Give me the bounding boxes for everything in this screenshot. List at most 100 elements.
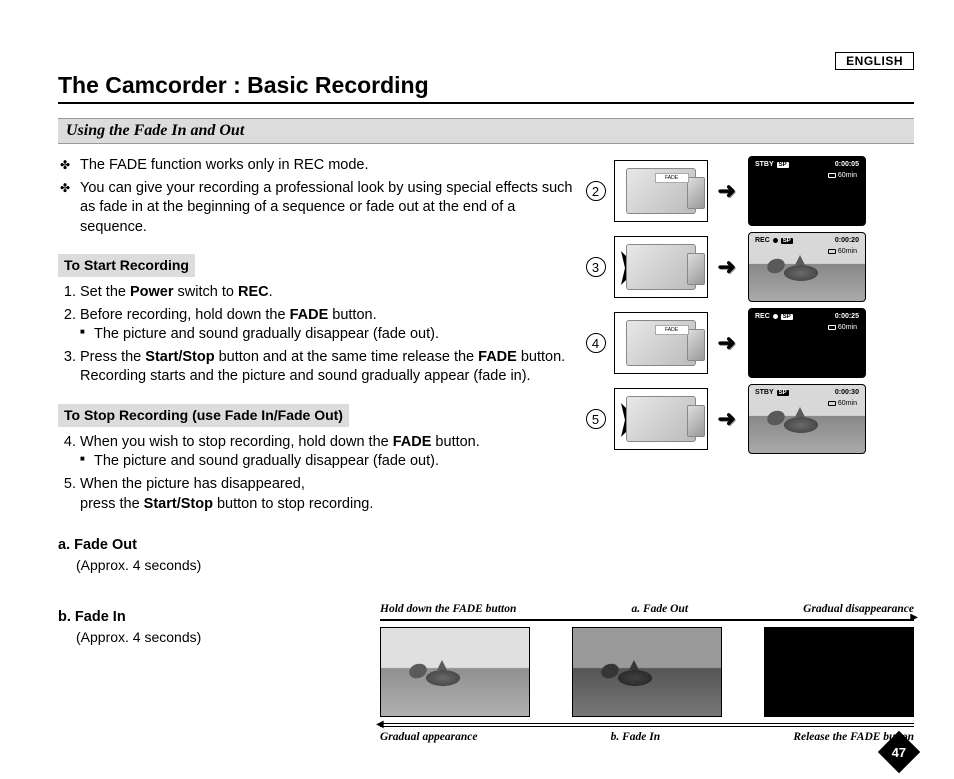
text-column: The FADE function works only in REC mode…	[58, 156, 576, 680]
fade-button-label: FADE	[655, 173, 689, 183]
step-5: When the picture has disappeared, press …	[80, 475, 576, 514]
step-number: 3	[586, 257, 606, 277]
step-3: Press the Start/Stop button and at the s…	[80, 348, 576, 387]
intro-bullet: The FADE function works only in REC mode…	[80, 156, 576, 176]
camcorder-illustration: FADE	[614, 312, 708, 374]
lcd-screen-image: STBY SP 0:00:30 60min	[748, 384, 866, 454]
seq-arrow-line-left	[380, 726, 914, 727]
seq-label: Hold down the FADE button	[380, 603, 516, 615]
page-title: The Camcorder : Basic Recording	[58, 72, 914, 104]
label: a. Fade Out	[58, 537, 137, 553]
label: b. Fade In	[58, 609, 126, 625]
lcd-screen-black: STBY SP 0:00:05 60min	[748, 156, 866, 226]
dolphin-image	[601, 656, 659, 696]
seq-label: a. Fade Out	[631, 603, 688, 615]
arrow-icon: ➜	[718, 178, 736, 204]
seq-top-labels: Hold down the FADE button a. Fade Out Gr…	[380, 603, 914, 615]
text: press the	[80, 496, 144, 512]
step-4: When you wish to stop recording, hold do…	[80, 433, 576, 472]
start-recording-header: To Start Recording	[58, 254, 195, 277]
text-bold: FADE	[290, 307, 329, 323]
tape-icon	[828, 173, 836, 178]
sub-list: The picture and sound gradually disappea…	[80, 452, 576, 472]
text-bold: Start/Stop	[145, 349, 214, 365]
seq-images	[380, 620, 914, 724]
osd-row: REC SP 0:00:20	[755, 237, 859, 244]
text-bold: FADE	[393, 434, 432, 450]
text: Before recording, hold down the	[80, 307, 290, 323]
intro-list: The FADE function works only in REC mode…	[58, 156, 576, 237]
sub-bullet: The picture and sound gradually disappea…	[94, 325, 576, 345]
seq-label: b. Fade In	[611, 731, 661, 743]
label-sub: (Approx. 4 seconds)	[58, 629, 201, 645]
start-steps: Set the Power switch to REC. Before reco…	[58, 283, 576, 387]
text: Press the	[80, 349, 145, 365]
arrow-icon: ➜	[718, 406, 736, 432]
seq-label: Gradual appearance	[380, 731, 477, 743]
text: button.	[431, 434, 479, 450]
stop-recording-header: To Stop Recording (use Fade In/Fade Out)	[58, 404, 349, 427]
osd-sp: SP	[777, 162, 789, 168]
osd-status: STBY	[755, 389, 774, 396]
arrow-icon: ➜	[718, 330, 736, 356]
text: Set the	[80, 284, 130, 300]
fade-sequence-diagram: Hold down the FADE button a. Fade Out Gr…	[380, 603, 914, 743]
osd-row: STBY SP 0:00:05	[755, 161, 859, 168]
tape-icon	[828, 401, 836, 406]
text-bold: Start/Stop	[144, 496, 213, 512]
text: button.	[328, 307, 376, 323]
osd-remain-text: 60min	[838, 172, 857, 179]
tape-icon	[828, 249, 836, 254]
osd-remain: 60min	[828, 172, 857, 179]
step-1: Set the Power switch to REC.	[80, 283, 576, 303]
stop-steps: When you wish to stop recording, hold do…	[58, 433, 576, 514]
seq-image-bright	[380, 627, 530, 717]
osd-sp: SP	[777, 390, 789, 396]
osd-remain-text: 60min	[838, 248, 857, 255]
osd-remain: 60min	[828, 324, 857, 331]
seq-bottom-labels: Gradual appearance b. Fade In Release th…	[380, 731, 914, 743]
sub-bullet: The picture and sound gradually disappea…	[94, 452, 576, 472]
text-bold: Power	[130, 284, 174, 300]
rec-dot-icon	[773, 314, 778, 319]
text: button and at the same time release the	[215, 349, 479, 365]
text: When you wish to stop recording, hold do…	[80, 434, 393, 450]
osd-time: 0:00:20	[835, 237, 859, 244]
seq-arrow-line-right	[380, 619, 914, 620]
arrow-icon: ➜	[718, 254, 736, 280]
text: Recording starts and the picture and sou…	[80, 368, 531, 384]
osd-remain: 60min	[828, 248, 857, 255]
tape-icon	[828, 325, 836, 330]
intro-bullet: You can give your recording a profession…	[80, 179, 576, 238]
step-row-4: 4 FADE ➜ REC SP 0:00:25 60min	[586, 308, 914, 378]
fade-out-label: a. Fade Out (Approx. 4 seconds)	[58, 536, 576, 576]
seq-label: Gradual disappearance	[803, 603, 914, 615]
diagram-column: 2 FADE ➜ STBY SP 0:00:05 60min 3	[576, 156, 914, 680]
osd-remain-text: 60min	[838, 324, 857, 331]
camcorder-illustration	[614, 236, 708, 298]
dolphin-image	[409, 656, 467, 696]
language-badge: ENGLISH	[835, 52, 914, 70]
osd-remain: 60min	[828, 400, 857, 407]
camcorder-illustration: FADE	[614, 160, 708, 222]
osd-status: REC	[755, 313, 770, 320]
step-number: 4	[586, 333, 606, 353]
text: switch to	[174, 284, 238, 300]
osd-time: 0:00:25	[835, 313, 859, 320]
lcd-screen-image: REC SP 0:00:20 60min	[748, 232, 866, 302]
text: button.	[517, 349, 565, 365]
osd-status: STBY	[755, 161, 774, 168]
text: button to stop recording.	[213, 496, 373, 512]
osd-time: 0:00:05	[835, 161, 859, 168]
seq-image-dim	[572, 627, 722, 717]
page-number: 47	[892, 745, 906, 760]
step-number: 2	[586, 181, 606, 201]
osd-status: REC	[755, 237, 770, 244]
rec-dot-icon	[773, 238, 778, 243]
manual-page: ENGLISH The Camcorder : Basic Recording …	[0, 0, 954, 779]
text: .	[269, 284, 273, 300]
fade-button-label: FADE	[655, 325, 689, 335]
label-sub: (Approx. 4 seconds)	[58, 557, 201, 573]
osd-sp: SP	[781, 238, 793, 244]
camcorder-illustration	[614, 388, 708, 450]
